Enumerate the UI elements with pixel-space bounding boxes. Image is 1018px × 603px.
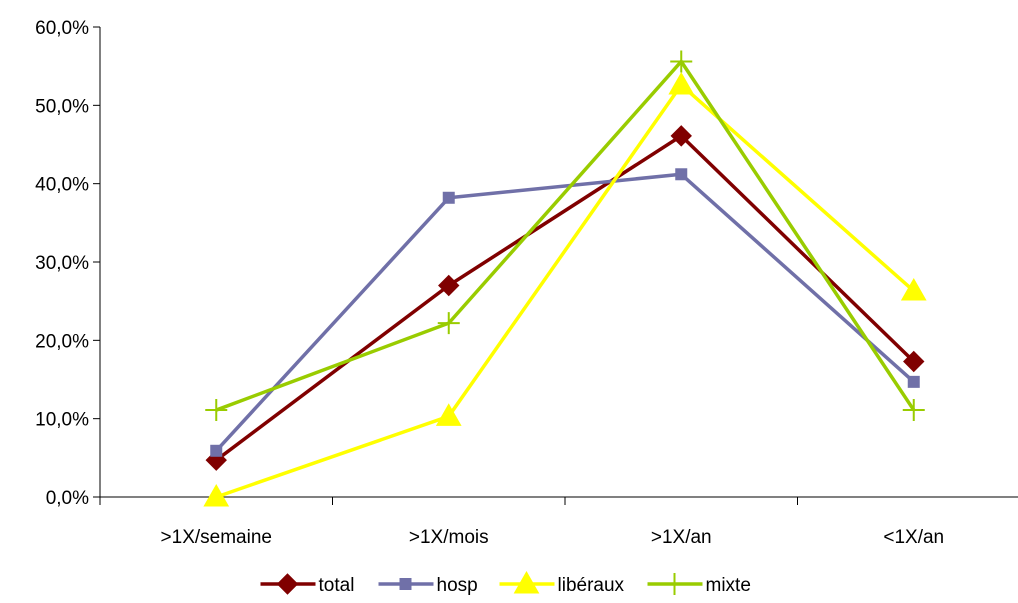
- legend-entry: libéraux: [499, 570, 625, 596]
- legend-marker: [513, 570, 540, 594]
- series-line: [215, 134, 915, 462]
- data-point: [668, 71, 695, 95]
- legend-marker: [663, 573, 686, 595]
- y-tick-label: 0,0%: [46, 488, 89, 509]
- data-point: [438, 274, 460, 297]
- data-point: [210, 444, 223, 457]
- x-tick-label: <1X/an: [883, 527, 944, 548]
- y-tick-label: 40,0%: [35, 175, 89, 196]
- data-point: [903, 350, 925, 373]
- y-tick-label: 20,0%: [35, 331, 89, 352]
- data-point: [675, 168, 688, 181]
- axes: 0,0% 10,0% 20,0% 30,0% 40,0% 50,0% 60,0% >1X/se…: [35, 18, 1018, 548]
- legend-label: total: [319, 575, 355, 596]
- data-point: [435, 403, 462, 426]
- data-point: [900, 277, 927, 301]
- y-tick-label: 60,0%: [35, 18, 89, 39]
- series-1: [210, 168, 920, 457]
- x-tick-label: >1X/mois: [409, 527, 489, 548]
- data-point: [670, 50, 693, 73]
- y-tick-label: 50,0%: [35, 96, 89, 117]
- legend-entry: hosp: [378, 575, 478, 596]
- series-3: [205, 50, 925, 422]
- legend-entry: mixte: [647, 573, 751, 596]
- legend-marker: [276, 573, 299, 595]
- series-line: [215, 59, 916, 412]
- x-tick-label: >1X/semaine: [161, 527, 272, 548]
- legend-label: libéraux: [558, 575, 625, 596]
- legend-label: mixte: [706, 575, 751, 596]
- data-point: [670, 125, 692, 147]
- y-tick-label: 10,0%: [35, 410, 89, 431]
- legend-label: hosp: [437, 575, 478, 596]
- data-point: [203, 483, 230, 507]
- data-point: [437, 312, 460, 335]
- series-0: [205, 125, 925, 471]
- legend: total hosp libéraux mixte: [260, 570, 751, 596]
- data-point: [205, 399, 228, 422]
- data-point: [902, 399, 925, 422]
- y-tick-label: 30,0%: [35, 253, 89, 274]
- series-line: [215, 83, 915, 499]
- data-point: [907, 375, 920, 388]
- series-line: [214, 172, 915, 452]
- legend-marker: [399, 578, 412, 590]
- x-tick-label: >1X/an: [651, 527, 712, 548]
- series-layer: [203, 50, 927, 507]
- data-point: [442, 191, 455, 204]
- legend-entry: total: [260, 573, 355, 596]
- series-2: [203, 71, 927, 507]
